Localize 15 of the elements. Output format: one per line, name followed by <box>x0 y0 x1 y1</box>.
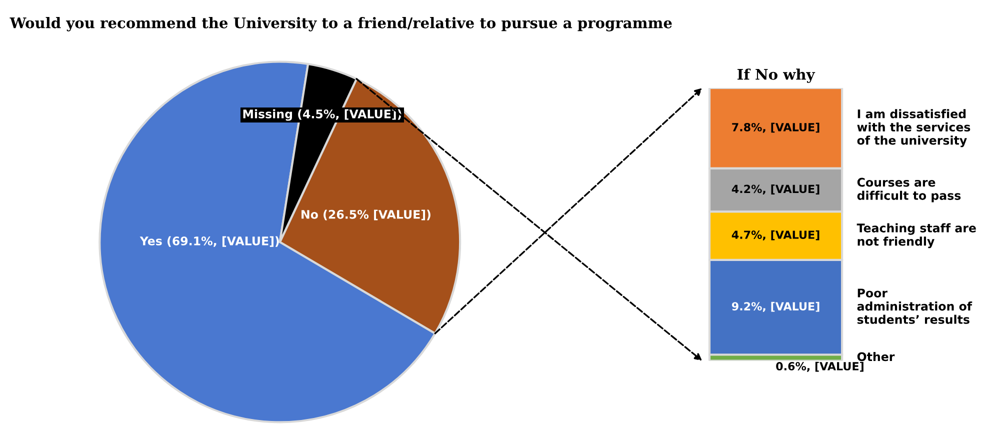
data-label: 9.2%, [VALUE] <box>732 302 820 312</box>
series-label: Poor administration of students’ results <box>857 288 972 324</box>
data-label: 0.6%, [VALUE] <box>776 362 864 372</box>
chart-title: Would you recommend the University to a friend/relative to pursue a programme <box>10 17 672 32</box>
data-label: 4.2%, [VALUE] <box>732 184 820 195</box>
slice-label: Missing (4.5%, [VALUE]) <box>243 109 402 121</box>
data-label: 7.8%, [VALUE] <box>732 122 820 133</box>
series-label: Courses are difficult to pass <box>857 178 961 202</box>
chart-title: If No why <box>737 68 816 83</box>
series-label: Other <box>857 352 895 362</box>
series-label: I am dissatisfied with the services of the university <box>857 109 970 148</box>
data-label: 4.7%, [VALUE] <box>732 230 820 240</box>
slice-label: Yes (69.1%, [VALUE]) <box>140 236 279 247</box>
series-label: Teaching staff are not friendly <box>856 223 976 248</box>
slice-label: No (26.5% [VALUE]) <box>302 210 430 220</box>
